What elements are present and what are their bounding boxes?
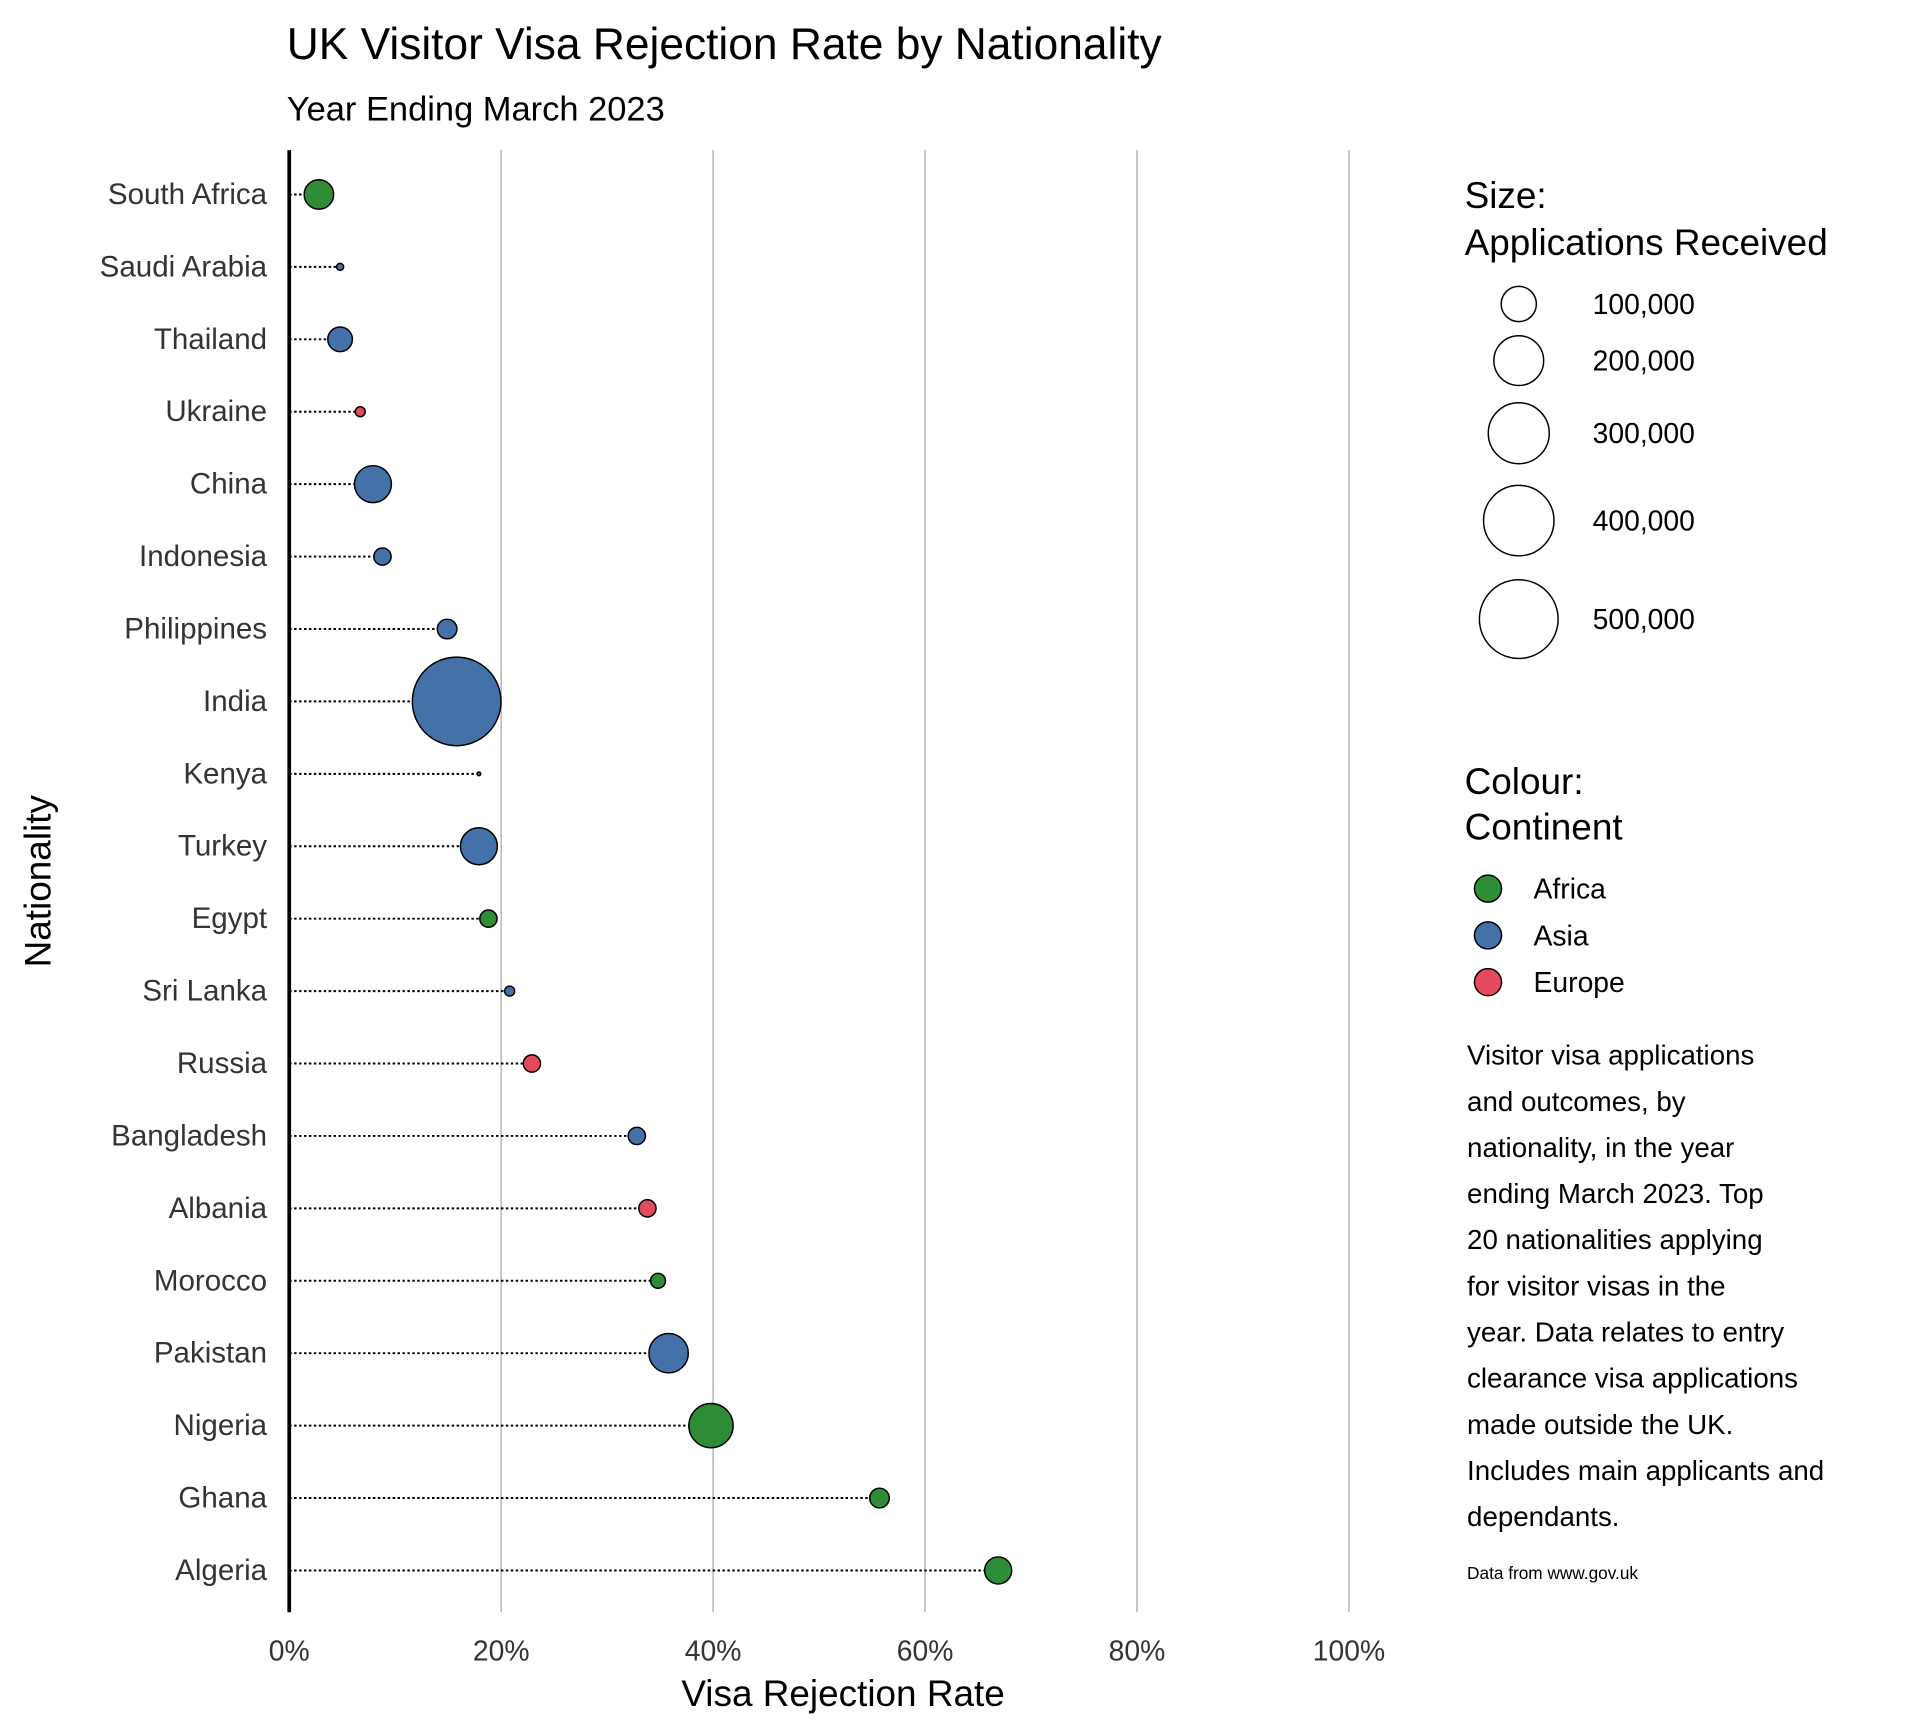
point-saudi-arabia (335, 262, 345, 272)
point-thailand (327, 326, 354, 353)
size-legend-key (1487, 402, 1550, 465)
point-ghana (868, 1487, 891, 1509)
y-tick-label: Sri Lanka (142, 975, 267, 1008)
x-axis-label: Visa Rejection Rate (681, 1673, 1004, 1714)
y-tick-label: Algeria (175, 1554, 267, 1587)
size-legend-subtitle: Applications Received (1465, 222, 1828, 263)
size-legend-label: 300,000 (1593, 417, 1695, 449)
caption-line: nationality, in the year (1467, 1132, 1734, 1163)
source-note: Data from www.gov.uk (1467, 1563, 1638, 1583)
caption-line: ending March 2023. Top (1467, 1178, 1764, 1209)
caption-line: made outside the UK. (1467, 1409, 1733, 1440)
point-morocco (649, 1272, 667, 1289)
colour-legend-label: Europe (1534, 966, 1625, 998)
y-tick-label: Indonesia (139, 540, 268, 573)
size-legend: 100,000 200,000 300,000 400,000 500,000 (1478, 285, 1695, 660)
caption-line: Includes main applicants and (1467, 1455, 1824, 1486)
colour-legend-label: Africa (1534, 873, 1607, 905)
point-russia (522, 1054, 542, 1073)
y-tick-label: Philippines (124, 612, 267, 645)
x-tick-label: 40% (685, 1634, 742, 1666)
y-tick-label: South Africa (108, 178, 268, 211)
y-tick-label: Ukraine (165, 395, 267, 428)
x-tick-label: 0% (269, 1634, 310, 1666)
colour-legend-key (1473, 967, 1503, 997)
colour-legend-key (1473, 874, 1503, 903)
size-legend-key (1500, 285, 1538, 323)
y-tick-label: Russia (177, 1047, 268, 1080)
point-bangladesh (627, 1126, 647, 1146)
y-tick-label: Pakistan (154, 1337, 267, 1370)
y-axis-label: Nationality (17, 795, 58, 968)
point-south-africa (303, 178, 335, 210)
point-turkey (459, 827, 499, 866)
point-sri-lanka (503, 985, 516, 997)
chart-subtitle: Year Ending March 2023 (287, 91, 665, 129)
size-legend-label: 400,000 (1593, 505, 1695, 537)
y-tick-label: Albania (169, 1192, 268, 1225)
size-legend-key (1482, 484, 1555, 557)
point-philippines (436, 618, 458, 640)
size-legend-label: 200,000 (1593, 345, 1695, 377)
point-pakistan (648, 1332, 690, 1374)
point-india (411, 656, 502, 747)
y-tick-label: Nigeria (174, 1409, 268, 1442)
colour-legend: Africa Asia Europe (1473, 873, 1625, 998)
size-legend-label: 500,000 (1593, 603, 1695, 635)
colour-legend-label: Asia (1534, 919, 1589, 951)
size-legend-key (1478, 578, 1559, 660)
size-legend-label: 100,000 (1593, 288, 1695, 320)
y-tick-label: Morocco (154, 1264, 267, 1297)
x-tick-labels: 0% 20% 40% 60% 80% 100% (269, 1634, 1385, 1666)
x-tick-label: 60% (897, 1634, 954, 1666)
point-indonesia (373, 547, 392, 566)
point-egypt (479, 909, 498, 929)
data-points (303, 178, 1013, 1585)
x-tick-label: 80% (1109, 1634, 1166, 1666)
caption-line: dependants. (1467, 1501, 1619, 1532)
point-nigeria (688, 1402, 734, 1449)
caption-line: year. Data relates to entry (1467, 1317, 1784, 1348)
y-tick-label: Kenya (183, 757, 267, 790)
y-tick-labels: South Africa Saudi Arabia Thailand Ukraine C… (100, 178, 268, 1587)
caption-line: 20 nationalities applying (1467, 1224, 1763, 1255)
y-tick-label: Bangladesh (111, 1119, 267, 1152)
y-tick-label: Thailand (154, 323, 267, 356)
x-tick-label: 20% (473, 1634, 530, 1666)
point-china (353, 464, 393, 504)
caption-line: for visitor visas in the (1467, 1270, 1726, 1301)
lollipop-stems (289, 193, 999, 1572)
caption: Visitor visa applications and outcomes, b… (1467, 1040, 1824, 1533)
point-algeria (983, 1556, 1013, 1585)
point-ukraine (354, 406, 366, 418)
y-tick-label: China (190, 468, 268, 501)
x-tick-label: 100% (1313, 1634, 1385, 1666)
y-tick-label: Saudi Arabia (100, 250, 268, 283)
colour-legend-key (1473, 921, 1503, 950)
size-legend-key (1493, 334, 1545, 387)
caption-line: and outcomes, by (1467, 1086, 1686, 1117)
colour-legend-subtitle: Continent (1465, 806, 1623, 847)
gridlines (500, 150, 1350, 1613)
y-tick-label: Egypt (192, 902, 267, 935)
chart-title: UK Visitor Visa Rejection Rate by Nation… (287, 20, 1163, 69)
colour-legend-title: Colour: (1465, 761, 1584, 802)
point-albania (638, 1198, 657, 1218)
y-tick-label: Ghana (178, 1482, 267, 1515)
point-kenya (476, 771, 482, 777)
caption-line: clearance visa applications (1467, 1363, 1798, 1394)
size-legend-title: Size: (1465, 175, 1547, 216)
y-tick-label: India (203, 685, 268, 718)
caption-line: Visitor visa applications (1467, 1040, 1754, 1071)
y-tick-label: Turkey (178, 830, 267, 863)
